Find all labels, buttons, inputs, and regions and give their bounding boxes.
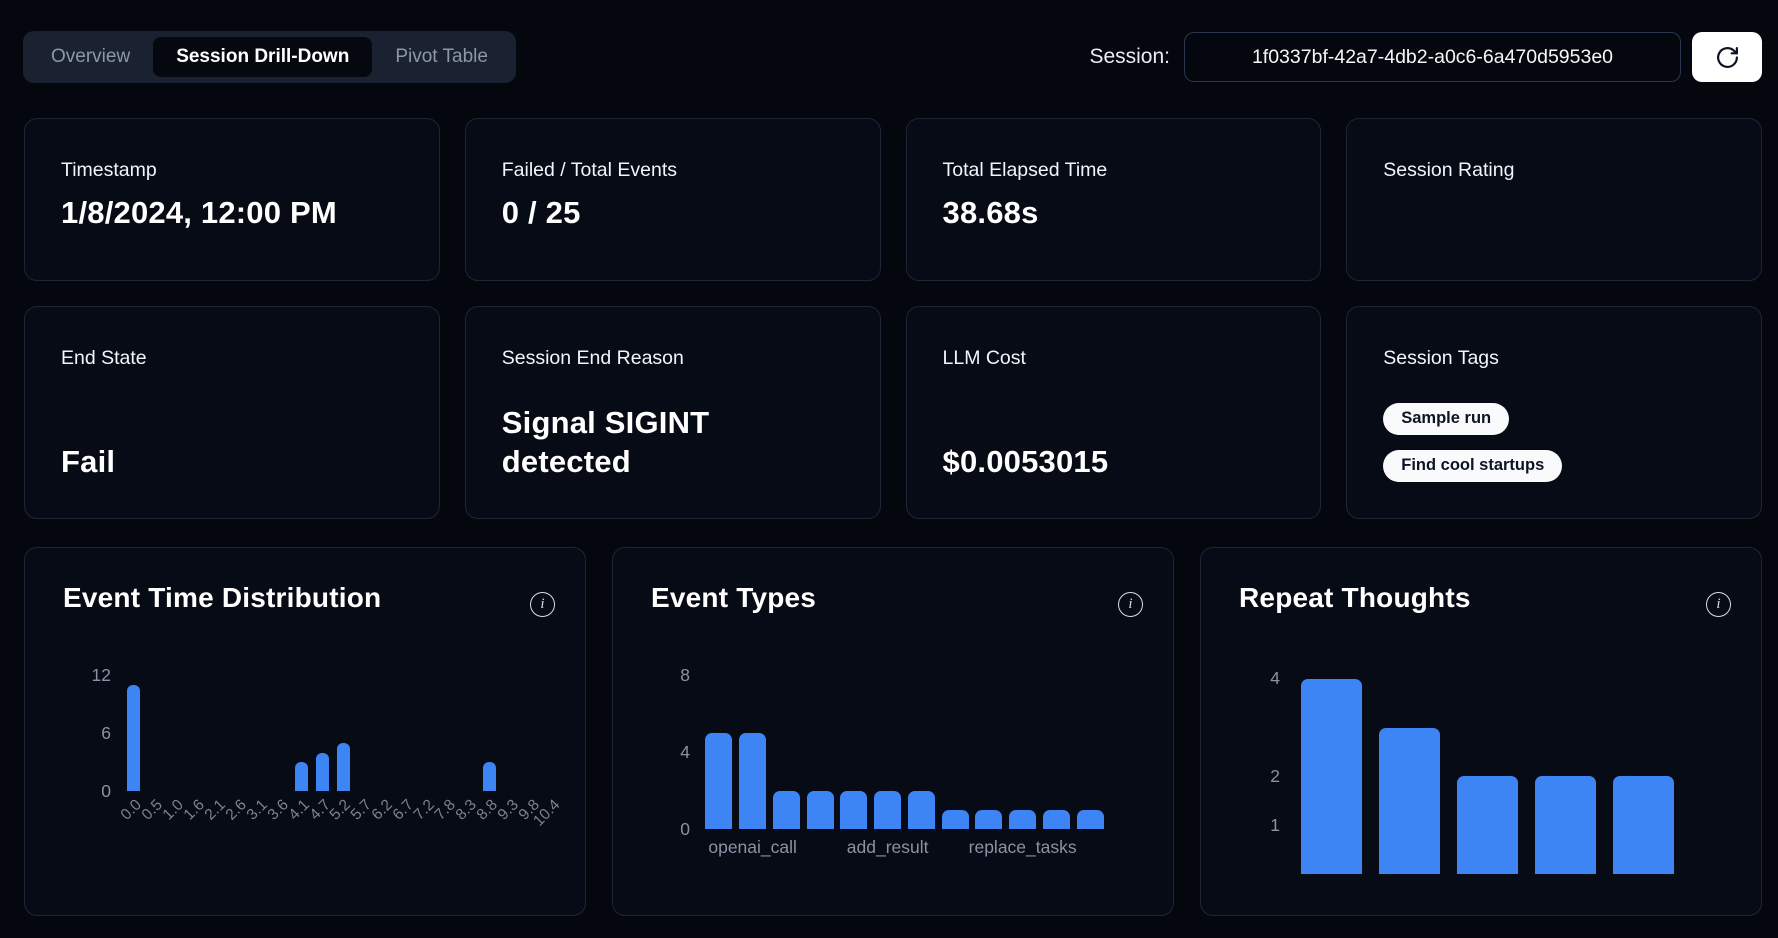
y-tick-label: 2 [1270, 765, 1280, 786]
stat-card-label: Failed / Total Events [501, 159, 677, 181]
y-tick-label: 12 [91, 664, 111, 685]
session-tags-list: Sample run Find cool startups [1383, 403, 1725, 482]
stat-card-session-rating: Session Rating [1346, 118, 1762, 281]
tab-pivot-table[interactable]: Pivot Table [372, 37, 511, 77]
bar [294, 762, 308, 791]
chart-title: Repeat Thoughts [1239, 582, 1471, 613]
bar [705, 733, 733, 829]
y-tick-label: 8 [680, 664, 690, 685]
stat-card-row-2: End State Fail Session End Reason Signal SI… [24, 306, 1762, 519]
bar [1042, 809, 1070, 829]
info-icon-glyph: i [1128, 596, 1133, 612]
bar [315, 752, 329, 791]
chart-title: Event Time Distribution [63, 582, 382, 613]
bar [1456, 776, 1518, 874]
stat-card-label: Session End Reason [501, 347, 684, 369]
x-tick-label: add_result [846, 837, 929, 857]
bar [483, 762, 497, 791]
stat-card-value: 38.68s [942, 195, 1039, 230]
x-tick-label: replace_tasks [968, 837, 1077, 857]
chart-card-event-types: Event Types i 0 4 8 openai_call add_result repl… [612, 547, 1174, 916]
y-tick-label: 1 [1270, 814, 1280, 835]
bar [739, 733, 767, 829]
stat-card-timestamp: Timestamp 1/8/2024, 12:00 PM [24, 118, 440, 281]
session-selector: Session: [1089, 32, 1762, 82]
stat-card-label: LLM Cost [942, 347, 1026, 369]
stat-card-label: Timestamp [61, 159, 157, 181]
bar [975, 809, 1003, 829]
stat-card-label: Session Rating [1383, 159, 1515, 181]
chart-card-event-time-distribution: Event Time Distribution i 0 6 12 0.0 0.5 1.0 1.6… [24, 547, 586, 916]
bar [874, 790, 902, 829]
stat-card-session-tags: Session Tags Sample run Find cool startups [1346, 306, 1762, 519]
session-tag-pill: Sample run [1383, 403, 1510, 436]
tab-overview[interactable]: Overview [28, 37, 153, 77]
stat-card-row-1: Timestamp 1/8/2024, 12:00 PM Failed / Tota… [24, 118, 1762, 281]
plot-area: 1 2 4 [1270, 664, 1682, 874]
stat-card-label: End State [61, 347, 147, 369]
y-tick-label: 6 [101, 722, 111, 743]
plot-area: 0 4 8 openai_call add_result replace_tasks [680, 664, 1107, 856]
bar [840, 790, 868, 829]
bar [941, 809, 969, 829]
session-tag-pill: Find cool startups [1383, 450, 1563, 482]
bar [907, 790, 935, 829]
stat-card-session-end-reason: Session End Reason Signal SIGINT detected [464, 306, 881, 519]
info-icon[interactable]: i [530, 592, 555, 617]
info-icon[interactable]: i [1118, 592, 1143, 617]
stat-card-llm-cost: LLM Cost $0.0053015 [905, 306, 1322, 519]
refresh-icon [1715, 45, 1740, 70]
bar [772, 790, 800, 829]
chart-card-repeat-thoughts: Repeat Thoughts i 1 2 4 [1200, 547, 1762, 916]
bar [1300, 678, 1362, 874]
stat-card-total-elapsed-time: Total Elapsed Time 38.68s [905, 118, 1322, 281]
y-tick-label: 0 [680, 818, 690, 839]
bar [1009, 809, 1037, 829]
refresh-button[interactable] [1692, 32, 1762, 82]
topbar: Overview Session Drill-Down Pivot Table Se… [23, 31, 1762, 83]
charts-row: Event Time Distribution i 0 6 12 0.0 0.5 1.0 1.6… [24, 547, 1762, 916]
chart-title: Event Types [651, 582, 817, 613]
x-tick-label: openai_call [708, 837, 797, 857]
stat-card-value: $0.0053015 [942, 444, 1109, 480]
stat-card-value: Fail [61, 444, 116, 480]
info-icon-glyph: i [1716, 596, 1721, 612]
tab-session-drill-down[interactable]: Session Drill-Down [153, 37, 373, 77]
stat-card-value: Signal SIGINT detected [501, 404, 710, 480]
session-id-input[interactable] [1184, 32, 1681, 82]
session-label: Session: [1089, 45, 1170, 68]
info-icon-glyph: i [540, 596, 545, 612]
bar [126, 685, 140, 791]
y-tick-label: 4 [1270, 667, 1280, 688]
stat-card-failed-total-events: Failed / Total Events 0 / 25 [464, 118, 881, 281]
tab-bar: Overview Session Drill-Down Pivot Table [23, 31, 516, 83]
bar [336, 742, 350, 791]
bar [1076, 809, 1104, 829]
bar [1378, 727, 1440, 874]
bar [806, 790, 834, 829]
stat-card-value: 0 / 25 [501, 195, 581, 230]
stat-card-label: Session Tags [1383, 347, 1499, 369]
stat-card-value: 1/8/2024, 12:00 PM [61, 195, 337, 230]
stat-card-label: Total Elapsed Time [942, 159, 1108, 181]
info-icon[interactable]: i [1706, 592, 1731, 617]
stat-card-end-state: End State Fail [24, 306, 440, 519]
y-tick-label: 4 [680, 741, 690, 762]
y-tick-label: 0 [101, 780, 111, 801]
bar [1612, 776, 1674, 874]
bar [1534, 776, 1596, 874]
plot-area: 0 6 12 0.0 0.5 1.0 1.6 2.1 2.6 3.1 3.6 4.1 4.7 5.2 5.7… [92, 666, 564, 829]
